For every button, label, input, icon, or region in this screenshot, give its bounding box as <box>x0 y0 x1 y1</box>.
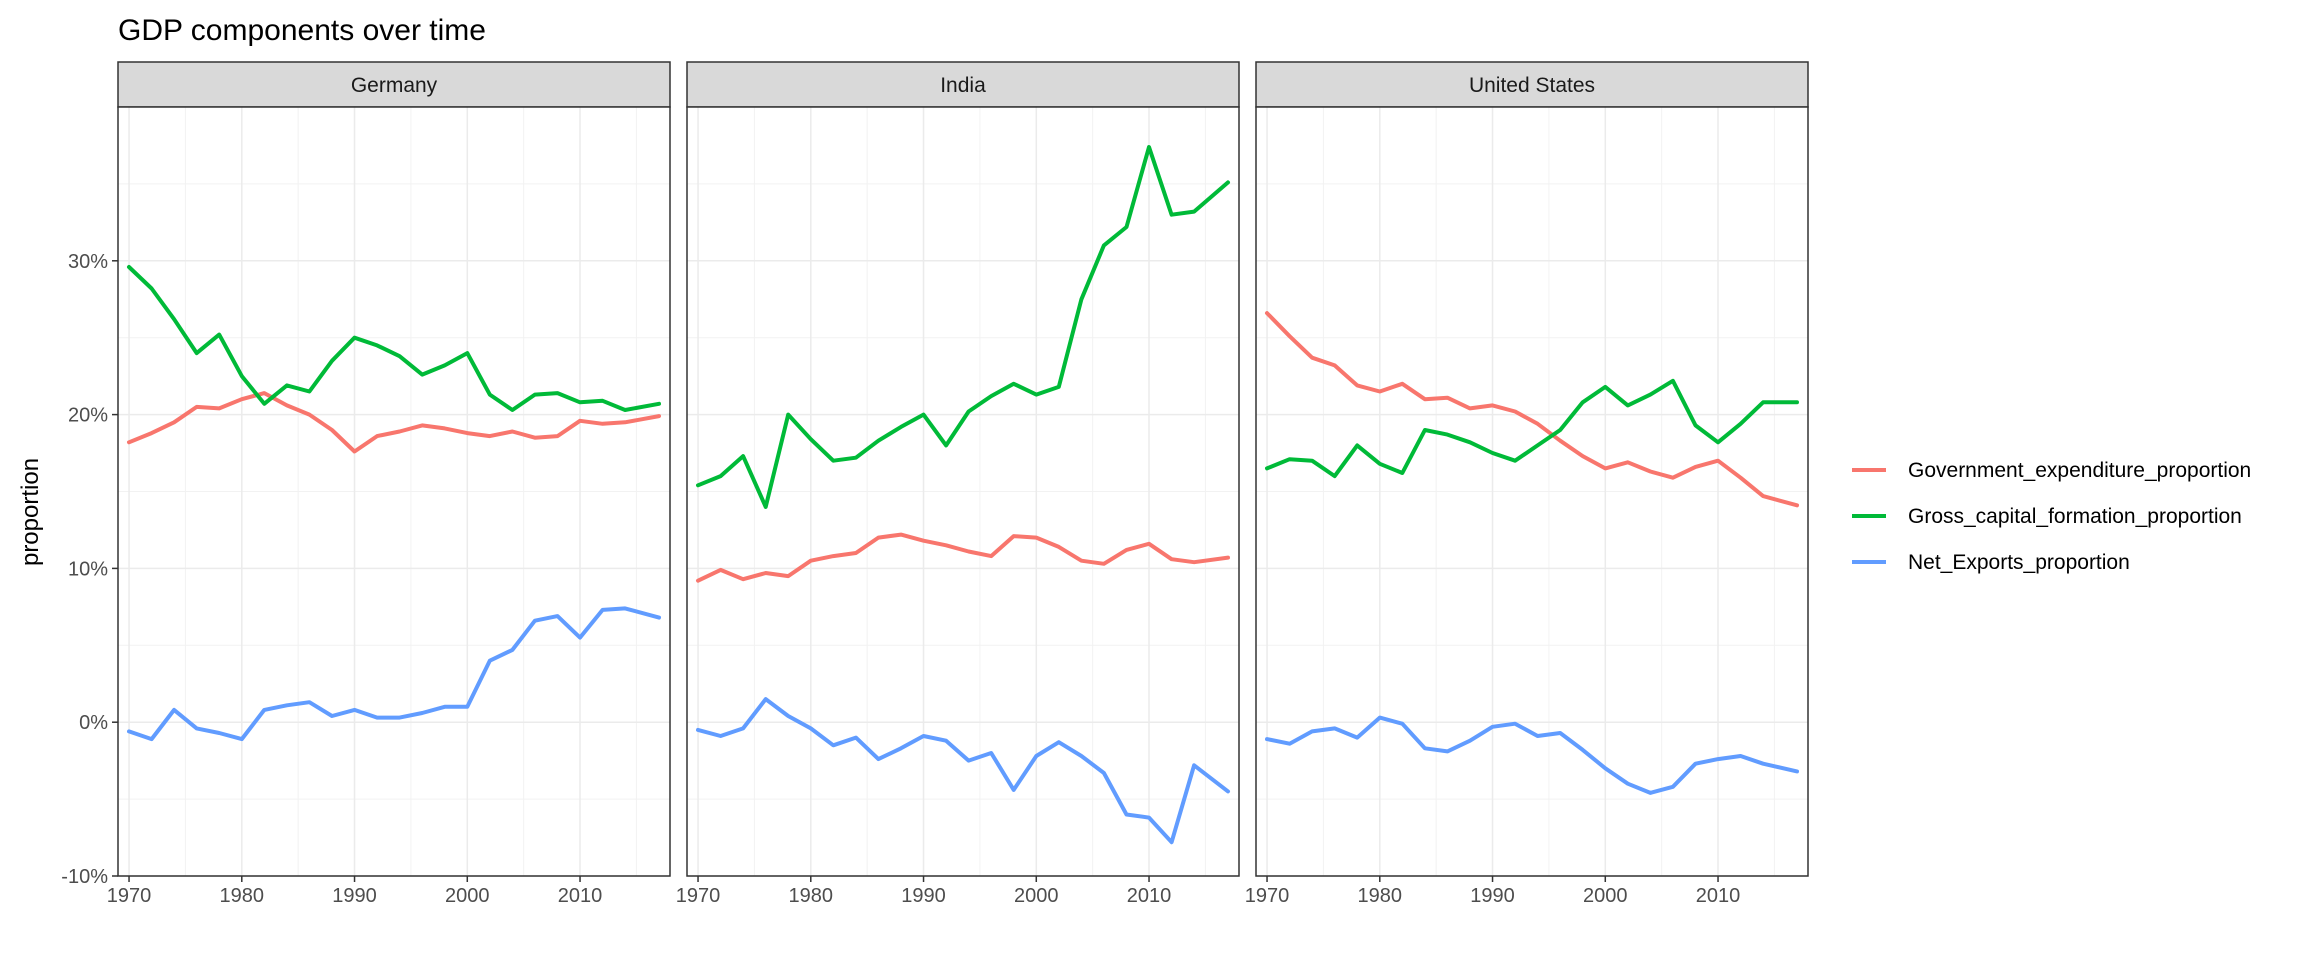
x-tick-label: 2010 <box>1127 885 1172 907</box>
legend-label: Net_Exports_proportion <box>1908 551 2130 574</box>
panel-border <box>117 106 671 877</box>
y-tick-label: 10% <box>68 558 108 580</box>
y-axis-title: proportion <box>17 458 44 566</box>
series-line-gross-capital-formation-proportion <box>127 265 661 412</box>
x-tick-label: 1980 <box>220 885 265 907</box>
facet-panel-germany: Germany 1970 1980 1990 2000 2010 -10% 0% 10% 20% 3… <box>61 61 671 907</box>
x-tick-label: 1990 <box>332 885 377 907</box>
facet-strip-label: Germany <box>351 74 438 97</box>
facet-panel-india: India 1970 1980 1990 2000 2010 <box>676 61 1240 907</box>
series-line-net-exports-proportion <box>1265 715 1799 795</box>
x-tick-label: 1970 <box>1245 885 1290 907</box>
x-tick-label: 2000 <box>445 885 490 907</box>
series-line-government-expenditure-proportion <box>127 391 661 454</box>
x-tick-label: 1970 <box>107 885 152 907</box>
x-tick-label: 1990 <box>1470 885 1515 907</box>
x-tick-label: 1990 <box>901 885 946 907</box>
y-tick-label: -10% <box>61 866 108 888</box>
legend-item-gross-capital-formation-proportion: Gross_capital_formation_proportion <box>1852 505 2242 528</box>
facet-panel-united-states: United States 1970 1980 1990 2000 2010 <box>1245 61 1809 907</box>
series-line-net-exports-proportion <box>127 606 661 742</box>
legend-item-net-exports-proportion: Net_Exports_proportion <box>1852 551 2130 574</box>
legend: Government_expenditure_proportion Gross_c… <box>1852 459 2251 574</box>
x-tick-label: 2000 <box>1014 885 1059 907</box>
legend-item-government-expenditure-proportion: Government_expenditure_proportion <box>1852 459 2251 482</box>
facet-strip-label: India <box>940 74 986 97</box>
series-line-government-expenditure-proportion <box>696 532 1230 583</box>
x-tick-label: 2010 <box>558 885 603 907</box>
x-tick-label: 1980 <box>789 885 834 907</box>
y-tick-label: 30% <box>68 251 108 273</box>
panel-border <box>1255 106 1809 877</box>
facet-strip <box>1255 61 1809 108</box>
x-tick-label: 1970 <box>676 885 721 907</box>
facet-strip <box>117 61 671 108</box>
facet-panels: Germany 1970 1980 1990 2000 2010 -10% 0% 10% 20% 3… <box>61 61 1809 907</box>
series-line-net-exports-proportion <box>696 697 1230 845</box>
series-line-gross-capital-formation-proportion <box>696 145 1230 509</box>
x-tick-label: 1980 <box>1358 885 1403 907</box>
series-line-government-expenditure-proportion <box>1265 311 1799 508</box>
series-line-gross-capital-formation-proportion <box>1265 378 1799 479</box>
panel-border <box>686 106 1240 877</box>
y-tick-label: 20% <box>68 405 108 427</box>
x-tick-label: 2000 <box>1583 885 1628 907</box>
facet-strip-label: United States <box>1469 74 1595 97</box>
legend-label: Government_expenditure_proportion <box>1908 459 2251 482</box>
legend-label: Gross_capital_formation_proportion <box>1908 505 2242 528</box>
x-tick-label: 2010 <box>1696 885 1741 907</box>
chart-title: GDP components over time <box>118 14 486 47</box>
y-tick-label: 0% <box>79 712 108 734</box>
